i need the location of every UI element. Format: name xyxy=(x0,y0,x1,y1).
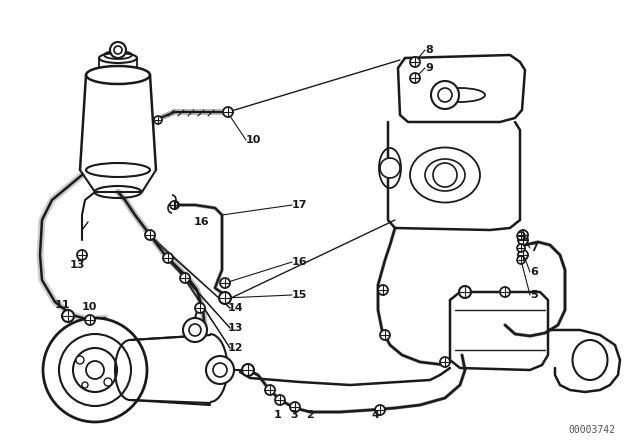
Text: 10: 10 xyxy=(246,135,261,145)
Circle shape xyxy=(145,230,155,240)
Text: 16: 16 xyxy=(194,217,210,227)
Circle shape xyxy=(206,356,234,384)
Circle shape xyxy=(518,235,528,245)
Text: 17: 17 xyxy=(292,200,307,210)
Circle shape xyxy=(517,232,525,240)
Circle shape xyxy=(213,363,227,377)
Circle shape xyxy=(219,292,231,304)
Circle shape xyxy=(43,318,147,422)
Ellipse shape xyxy=(573,340,607,380)
Circle shape xyxy=(183,318,207,342)
Text: 5: 5 xyxy=(530,290,538,300)
Circle shape xyxy=(380,158,400,178)
Circle shape xyxy=(242,364,254,376)
Text: 9: 9 xyxy=(425,63,433,73)
Text: 7: 7 xyxy=(530,243,538,253)
Circle shape xyxy=(223,107,233,117)
Circle shape xyxy=(73,348,117,392)
Circle shape xyxy=(440,357,450,367)
Circle shape xyxy=(170,201,178,209)
Circle shape xyxy=(62,310,74,322)
Text: 3: 3 xyxy=(290,410,298,420)
Circle shape xyxy=(171,201,179,209)
Ellipse shape xyxy=(86,66,150,84)
Circle shape xyxy=(275,395,285,405)
Circle shape xyxy=(86,361,104,379)
Ellipse shape xyxy=(435,88,485,102)
Text: 1: 1 xyxy=(274,410,282,420)
Text: 15: 15 xyxy=(292,290,307,300)
Circle shape xyxy=(410,57,420,67)
Text: 13: 13 xyxy=(70,260,85,270)
Circle shape xyxy=(378,285,388,295)
Circle shape xyxy=(180,273,190,283)
Text: 10: 10 xyxy=(82,302,97,312)
Circle shape xyxy=(154,116,162,124)
Text: 6: 6 xyxy=(530,267,538,277)
Circle shape xyxy=(433,163,457,187)
Text: 14: 14 xyxy=(228,303,244,313)
Circle shape xyxy=(59,334,131,406)
Circle shape xyxy=(410,73,420,83)
Circle shape xyxy=(290,402,300,412)
Text: 13: 13 xyxy=(228,323,243,333)
Circle shape xyxy=(375,405,385,415)
Circle shape xyxy=(380,330,390,340)
Circle shape xyxy=(438,88,452,102)
Circle shape xyxy=(518,250,528,260)
Circle shape xyxy=(189,324,201,336)
Circle shape xyxy=(76,356,84,364)
Circle shape xyxy=(265,385,275,395)
Circle shape xyxy=(77,250,87,260)
Text: 8: 8 xyxy=(425,45,433,55)
Circle shape xyxy=(85,315,95,325)
Circle shape xyxy=(82,382,88,388)
Text: 11: 11 xyxy=(55,300,70,310)
Circle shape xyxy=(431,81,459,109)
Circle shape xyxy=(459,286,471,298)
Circle shape xyxy=(517,256,525,264)
Text: 4: 4 xyxy=(372,410,380,420)
Circle shape xyxy=(163,253,173,263)
Circle shape xyxy=(104,378,112,386)
Circle shape xyxy=(517,244,525,252)
Text: 2: 2 xyxy=(306,410,314,420)
Circle shape xyxy=(220,278,230,288)
Circle shape xyxy=(195,303,205,313)
Circle shape xyxy=(500,287,510,297)
Circle shape xyxy=(110,42,126,58)
Text: 16: 16 xyxy=(292,257,308,267)
Text: 00003742: 00003742 xyxy=(568,425,615,435)
Circle shape xyxy=(518,230,528,240)
Text: 12: 12 xyxy=(228,343,243,353)
